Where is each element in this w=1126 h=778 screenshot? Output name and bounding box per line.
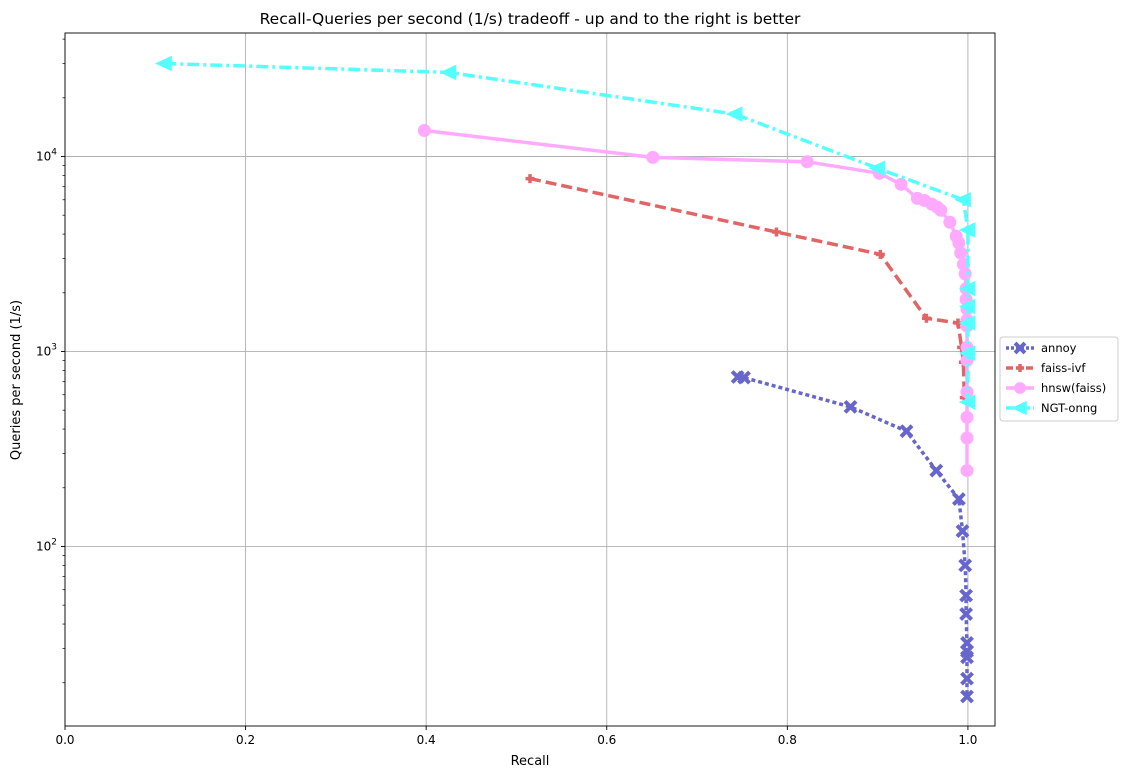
x-tick-label: 1.0 — [958, 733, 977, 747]
data-point-hnsw-faiss- — [934, 203, 948, 217]
plot-frame — [64, 32, 996, 727]
data-point-hnsw-faiss- — [417, 123, 431, 137]
legend-label-ngt-onng: NGT-onng — [1041, 401, 1097, 415]
y-tick-label: 104 — [36, 148, 57, 164]
legend-box — [999, 336, 1119, 422]
y-axis-ticks: 102 103 104 — [36, 38, 65, 684]
data-point-annoy — [951, 492, 966, 506]
legend-marker-annoy — [1013, 341, 1027, 355]
data-point-ngt-onng — [439, 64, 457, 81]
data-point-hnsw-faiss- — [894, 177, 908, 191]
data-point-hnsw-faiss- — [800, 155, 814, 169]
data-point-annoy — [929, 463, 944, 478]
x-tick-label: 0.6 — [597, 733, 616, 747]
series-line-ngt-onng — [164, 61, 970, 403]
data-point-ngt-onng — [155, 55, 172, 72]
data-point-annoy — [958, 558, 973, 573]
data-point-hnsw-faiss- — [960, 431, 974, 445]
legend: annoy faiss-ivf hnsw(faiss) NGT-onng — [999, 336, 1119, 422]
data-point-ngt-onng — [958, 280, 976, 297]
data-point-faiss-ivf — [525, 174, 535, 184]
data-point-faiss-ivf — [875, 249, 885, 259]
data-point-ngt-onng — [725, 106, 743, 122]
legend-marker-faiss-ivf — [1015, 363, 1025, 373]
data-point-hnsw-faiss- — [646, 150, 660, 164]
data-point-annoy — [960, 650, 974, 665]
data-point-ngt-onng — [954, 191, 971, 208]
x-tick-label: 0.4 — [417, 733, 436, 747]
data-point-ngt-onng — [868, 160, 886, 177]
data-point-ngt-onng — [958, 298, 976, 315]
legend-marker-hnsw-faiss- — [1014, 382, 1026, 394]
x-tick-label: 0.0 — [55, 733, 74, 747]
series-ngt-onng — [155, 55, 976, 410]
y-axis-label: Queries per second (1/s) — [9, 300, 24, 460]
data-point-faiss-ivf — [771, 227, 781, 237]
x-tick-label: 0.2 — [236, 733, 255, 747]
x-axis-label: Recall — [511, 754, 550, 769]
data-point-ngt-onng — [958, 222, 976, 238]
data-point-ngt-onng — [958, 315, 976, 331]
legend-label-annoy: annoy — [1041, 341, 1077, 355]
data-point-hnsw-faiss- — [960, 410, 974, 424]
data-point-annoy — [959, 588, 974, 603]
data-point-faiss-ivf — [921, 313, 931, 323]
data-point-annoy — [959, 607, 974, 621]
legend-label-faiss-ivf: faiss-ivf — [1041, 361, 1086, 375]
legend-marker-ngt-onng — [1011, 400, 1027, 416]
data-point-annoy — [843, 399, 858, 414]
data-point-annoy — [960, 671, 974, 686]
y-tick-label: 102 — [36, 537, 57, 553]
data-point-ngt-onng — [958, 394, 976, 410]
chart-title: Recall-Queries per second (1/s) tradeoff… — [260, 10, 801, 28]
data-point-annoy — [737, 370, 751, 385]
data-point-annoy — [960, 689, 974, 704]
y-tick-label: 103 — [36, 342, 57, 358]
x-tick-label: 0.8 — [778, 733, 797, 747]
plot-series — [155, 55, 976, 704]
legend-label-hnsw-faiss-: hnsw(faiss) — [1041, 381, 1106, 395]
data-point-hnsw-faiss- — [958, 267, 972, 281]
data-point-hnsw-faiss- — [954, 246, 968, 260]
data-point-annoy — [899, 424, 914, 439]
data-point-hnsw-faiss- — [943, 215, 957, 229]
x-axis-ticks: 0.0 0.2 0.4 0.6 0.8 1.0 — [55, 726, 977, 747]
data-point-ngt-onng — [958, 345, 976, 361]
series-annoy — [730, 370, 974, 704]
data-point-hnsw-faiss- — [960, 464, 974, 478]
data-point-annoy — [955, 524, 970, 538]
